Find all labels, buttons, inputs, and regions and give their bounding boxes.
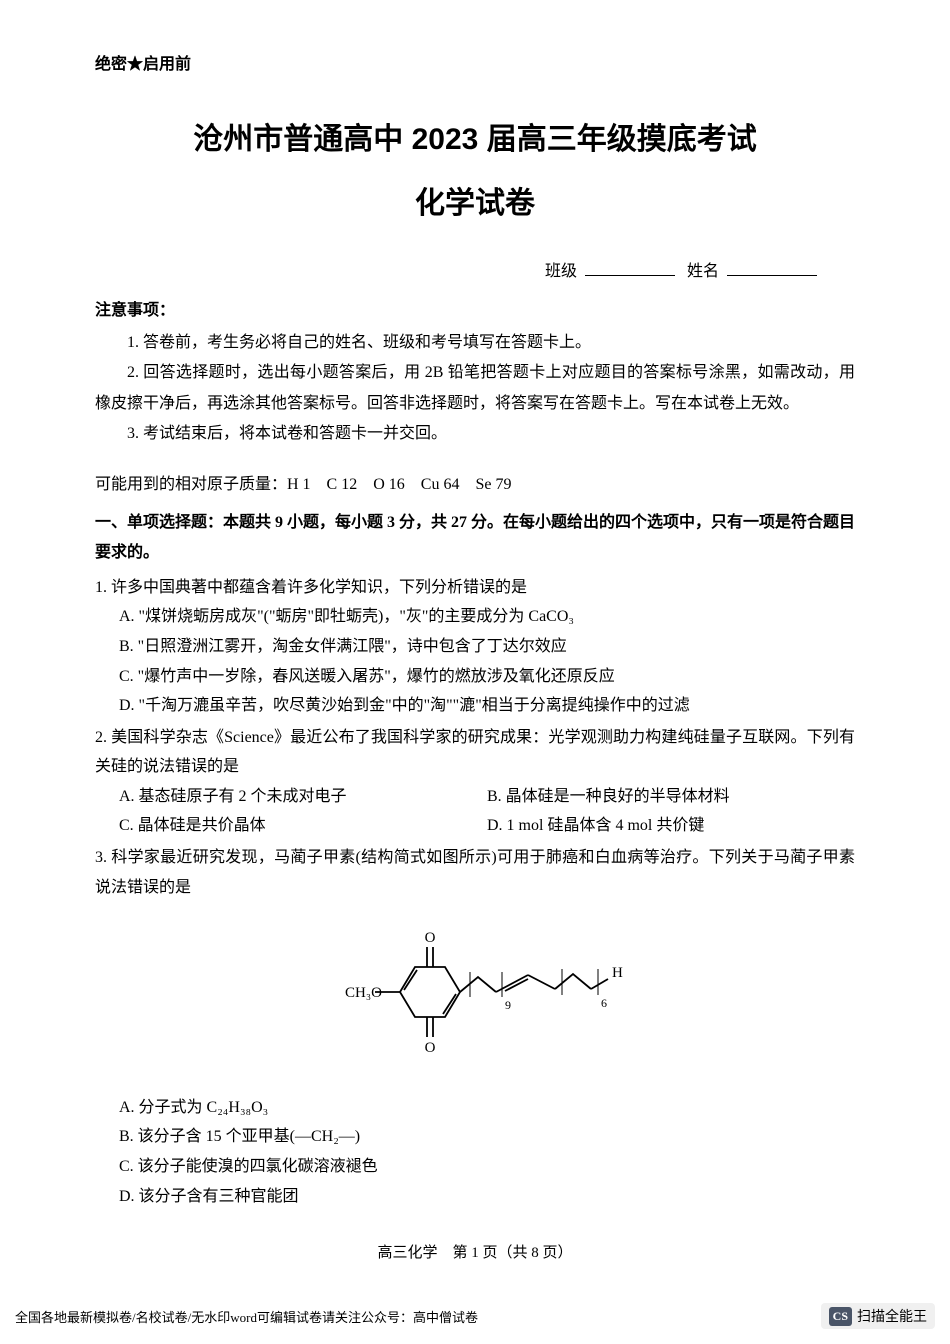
q2-stem: 2. 美国科学杂志《Science》最近公布了我国科学家的研究成果：光学观测助力… (95, 723, 855, 782)
q2-option-c: C. 晶体硅是共价晶体 (119, 811, 487, 841)
name-label: 姓名 (687, 263, 719, 280)
notice-3: 3. 考试结束后，将本试卷和答题卡一并交回。 (95, 419, 855, 449)
ch3o-label: CH₃O (345, 985, 382, 1001)
cs-icon: CS (829, 1307, 852, 1326)
q2-option-b: B. 晶体硅是一种良好的半导体材料 (487, 782, 855, 812)
class-label: 班级 (545, 263, 577, 280)
q1-option-b: B. "日照澄洲江雾开，淘金女伴满江隈"，诗中包含了丁达尔效应 (95, 632, 855, 662)
page-number: 高三化学 第 1 页（共 8 页） (95, 1241, 855, 1262)
q1-option-a: A. "煤饼烧蛎房成灰"("蛎房"即牡蛎壳)，"灰"的主要成分为 CaCO₃ (95, 602, 855, 632)
subscript-9: 9 (505, 998, 511, 1012)
name-blank (727, 275, 817, 276)
notice-2: 2. 回答选择题时，选出每小题答案后，用 2B 铅笔把答题卡上对应题目的答案标号… (95, 358, 855, 419)
atomic-mass-line: 可能用到的相对原子质量：H 1 C 12 O 16 Cu 64 Se 79 (95, 470, 855, 500)
question-2: 2. 美国科学杂志《Science》最近公布了我国科学家的研究成果：光学观测助力… (95, 723, 855, 841)
student-info-line: 班级 姓名 (95, 257, 855, 281)
subscript-6: 6 (601, 996, 607, 1010)
o-top-label: O (425, 930, 436, 946)
q3-option-b: B. 该分子含 15 个亚甲基(—CH₂—) (95, 1122, 855, 1152)
main-title: 沧州市普通高中 2023 届高三年级摸底考试 (95, 114, 855, 158)
q1-stem: 1. 许多中国典著中都蕴含着许多化学知识，下列分析错误的是 (95, 573, 855, 603)
section-1-title: 一、单项选择题：本题共 9 小题，每小题 3 分，共 27 分。在每小题给出的四… (95, 508, 855, 569)
q2-option-d: D. 1 mol 硅晶体含 4 mol 共价键 (487, 811, 855, 841)
q1-option-d: D. "千淘万漉虽辛苦，吹尽黄沙始到金"中的"淘""漉"相当于分离提纯操作中的过… (95, 691, 855, 721)
question-1: 1. 许多中国典著中都蕴含着许多化学知识，下列分析错误的是 A. "煤饼烧蛎房成… (95, 573, 855, 721)
o-bottom-label: O (425, 1040, 436, 1056)
molecule-svg: O O CH₃O 9 6 H (310, 917, 640, 1067)
notice-1: 1. 答卷前，考生务必将自己的姓名、班级和考号填写在答题卡上。 (95, 328, 855, 358)
chemical-structure-diagram: O O CH₃O 9 6 H (95, 917, 855, 1078)
q3-option-a: A. 分子式为 C₂₄H₃₈O₃ (95, 1093, 855, 1123)
class-blank (585, 275, 675, 276)
q2-option-a: A. 基态硅原子有 2 个未成对电子 (119, 782, 487, 812)
notice-title: 注意事项： (95, 296, 855, 320)
h-label: H (612, 965, 623, 981)
confidential-label: 绝密★启用前 (95, 50, 855, 74)
q3-stem: 3. 科学家最近研究发现，马蔺子甲素(结构简式如图所示)可用于肺癌和白血病等治疗… (95, 843, 855, 902)
q1-option-c: C. "爆竹声中一岁除，春风送暖入屠苏"，爆竹的燃放涉及氧化还原反应 (95, 662, 855, 692)
footer-bar: 全国各地最新模拟卷/名校试卷/无水印word可编辑试卷请关注公众号：高中僧试卷 … (0, 1303, 950, 1329)
q3-option-c: C. 该分子能使溴的四氯化碳溶液褪色 (95, 1152, 855, 1182)
scan-text: 扫描全能王 (857, 1306, 927, 1326)
q3-option-d: D. 该分子含有三种官能团 (95, 1182, 855, 1212)
scan-app-badge: CS 扫描全能王 (821, 1303, 935, 1329)
question-3: 3. 科学家最近研究发现，马蔺子甲素(结构简式如图所示)可用于肺癌和白血病等治疗… (95, 843, 855, 1211)
sub-title: 化学试卷 (95, 178, 855, 222)
footer-left-text: 全国各地最新模拟卷/名校试卷/无水印word可编辑试卷请关注公众号：高中僧试卷 (15, 1307, 478, 1326)
exam-page: 绝密★启用前 沧州市普通高中 2023 届高三年级摸底考试 化学试卷 班级 姓名… (0, 0, 950, 1292)
